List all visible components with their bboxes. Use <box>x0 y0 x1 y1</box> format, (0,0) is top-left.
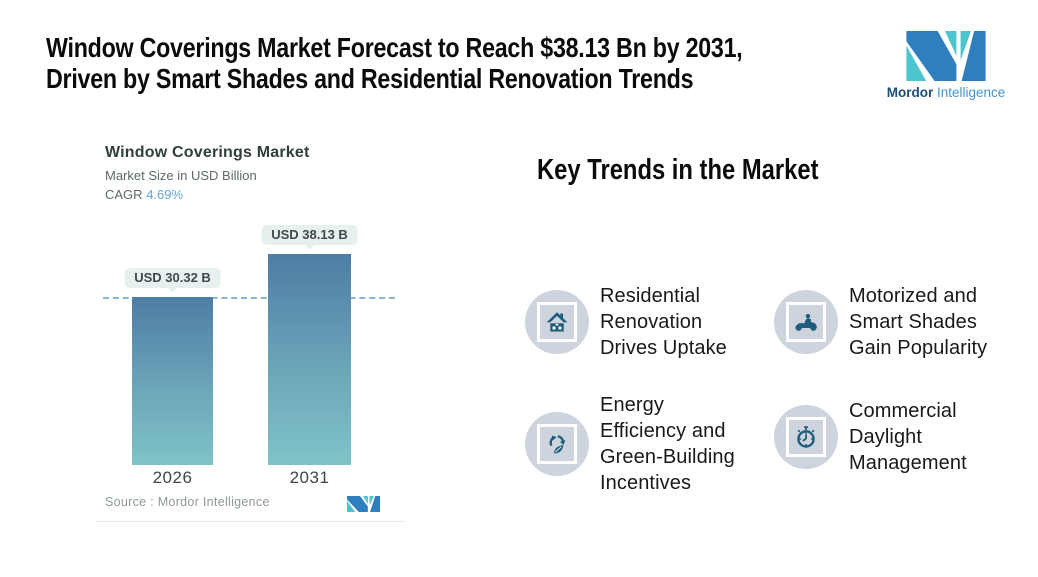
chart-cagr: CAGR 4.69% <box>105 187 183 202</box>
house-icon <box>537 302 577 342</box>
brand-logo: Mordor Intelligence <box>884 31 1008 100</box>
reference-dashed-line <box>103 297 395 300</box>
cagr-label: CAGR <box>105 187 143 202</box>
bar-2031 <box>268 254 351 465</box>
bar-2026-value-label: USD 30.32 B <box>124 268 221 289</box>
trends-heading: Key Trends in the Market <box>537 154 819 186</box>
cagr-value: 4.69% <box>146 187 184 202</box>
trend-badge <box>525 290 589 354</box>
trend-badge <box>774 290 838 354</box>
trend-text: Residential Renovation Drives Uptake <box>600 285 727 359</box>
brand-name-bold: Mordor <box>886 85 934 100</box>
trend-badge <box>774 405 838 469</box>
mordor-logo-icon <box>906 31 986 81</box>
trend-badge <box>525 412 589 476</box>
bar-column-2026: USD 30.32 B <box>124 130 221 465</box>
trend-text: Motorized and Smart Shades Gain Populari… <box>849 285 988 359</box>
bar-2031-value-label: USD 38.13 B <box>261 225 358 245</box>
x-tick-2026: 2026 <box>152 468 193 487</box>
page-title: Window Coverings Market Forecast to Reac… <box>46 32 743 94</box>
recycle-leaf-icon <box>537 424 577 464</box>
trend-item-motorized-shades: Motorized and Smart Shades Gain Populari… <box>774 283 987 361</box>
trend-text: Energy Efficiency and Green-Building Inc… <box>600 394 735 494</box>
bar-chart-plot: USD 30.32 B USD 38.13 B 2026 2031 <box>95 130 405 521</box>
trend-item-energy-efficiency: Energy Efficiency and Green-Building Inc… <box>525 392 735 496</box>
chart-subtitle: Market Size in USD Billion <box>105 168 257 183</box>
trend-text: Commercial Daylight Management <box>849 400 967 474</box>
chart-source: Source : Mordor Intelligence <box>105 495 270 509</box>
stopwatch-icon <box>786 417 826 457</box>
bar-2026 <box>132 297 213 465</box>
x-tick-2031: 2031 <box>289 468 330 487</box>
market-chart-panel: Window Coverings Market Market Size in U… <box>95 130 405 522</box>
chart-title: Window Coverings Market <box>105 144 310 161</box>
trend-item-residential-renovation: Residential Renovation Drives Uptake <box>525 283 727 361</box>
mordor-mini-logo-icon <box>347 496 380 512</box>
motorcycle-icon <box>786 302 826 342</box>
brand-wordmark: Mordor Intelligence <box>884 85 1008 100</box>
brand-name-light: Intelligence <box>936 85 1006 100</box>
trend-item-daylight-management: Commercial Daylight Management <box>774 398 967 476</box>
bar-column-2031: USD 38.13 B <box>261 130 358 465</box>
